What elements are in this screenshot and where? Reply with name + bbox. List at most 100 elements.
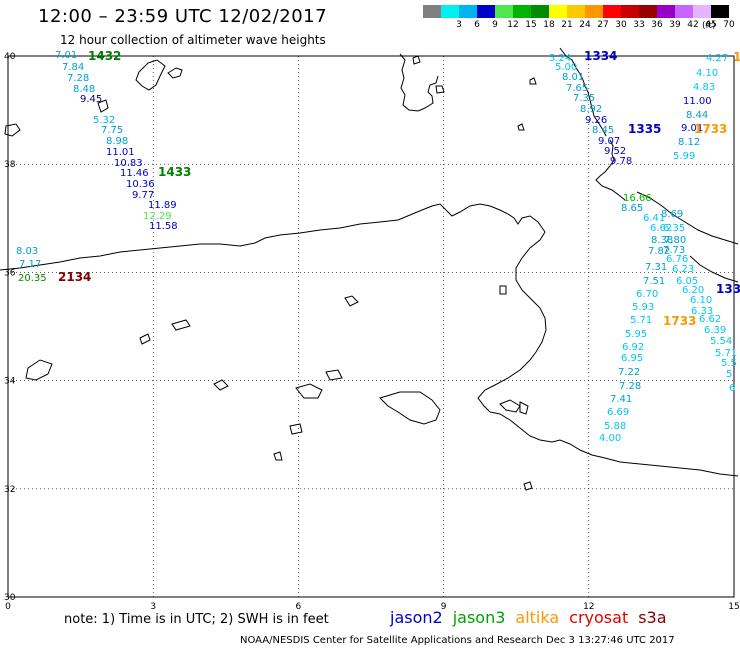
y-tick-label: 34 bbox=[4, 377, 16, 387]
wave-height-value: 7.73 bbox=[663, 245, 685, 256]
legend-swatch bbox=[639, 5, 657, 18]
satellite-name: altika bbox=[515, 608, 560, 627]
island-small-1 bbox=[529, 77, 537, 85]
wave-height-value: 6 bbox=[729, 383, 735, 394]
legend-labels: 3 6 9 12 15 18 21 24 27 30 33 36 39 42 45 70 bbox=[423, 18, 735, 32]
wave-height-value: 7.17 bbox=[19, 259, 41, 270]
wave-height-value: 6.69 bbox=[607, 407, 629, 418]
wave-height-value: 9.52 bbox=[604, 146, 626, 157]
coastline-sicily-east bbox=[595, 139, 626, 201]
wave-height-value: 9.77 bbox=[132, 190, 154, 201]
wave-height-value: 9.01 bbox=[681, 123, 703, 134]
wave-height-value: 9.26 bbox=[585, 115, 607, 126]
wave-height-value: 6.35 bbox=[663, 223, 685, 234]
y-tick-label: 30 bbox=[4, 593, 16, 603]
wave-height-value: 7.35 bbox=[573, 93, 595, 104]
island-small-5 bbox=[25, 359, 53, 381]
island-small-7 bbox=[325, 369, 343, 381]
map-frame bbox=[7, 55, 735, 598]
island-small-10 bbox=[499, 285, 507, 295]
island-small-9 bbox=[519, 401, 529, 415]
island-small-8 bbox=[289, 423, 303, 435]
wave-height-value: 5.95 bbox=[625, 329, 647, 340]
island-small-3 bbox=[171, 319, 191, 331]
wave-height-value: 9.78 bbox=[610, 156, 632, 167]
page-subtitle: 12 hour collection of altimeter wave hei… bbox=[60, 33, 326, 47]
legend-label: 33 bbox=[633, 20, 645, 30]
satellite-legend: jason2 jason3 altika cryosat s3a bbox=[390, 608, 677, 627]
wave-height-value: 20.35 bbox=[18, 273, 47, 284]
wave-height-value: 5 bbox=[726, 369, 732, 380]
wave-height-value: 8.12 bbox=[678, 137, 700, 148]
island-small-2 bbox=[517, 123, 525, 131]
wave-height-value: 11.58 bbox=[149, 221, 178, 232]
island-sardinia-a bbox=[412, 55, 421, 65]
color-legend: 3 6 9 12 15 18 21 24 27 30 33 36 39 42 45 70 bbox=[423, 5, 735, 32]
wave-height-value: 11.89 bbox=[148, 200, 177, 211]
legend-swatch bbox=[441, 5, 459, 18]
y-tick-label: 32 bbox=[4, 485, 15, 495]
wave-height-value: 8.92 bbox=[580, 104, 602, 115]
wave-height-value: 6.41 bbox=[643, 213, 665, 224]
wave-height-value: 5.99 bbox=[673, 151, 695, 162]
wave-height-value: 5.88 bbox=[604, 421, 626, 432]
wave-height-value: 11.00 bbox=[683, 96, 712, 107]
island-minorca bbox=[167, 67, 183, 79]
island-malta bbox=[344, 295, 359, 307]
pass-time-label: 1 bbox=[733, 50, 740, 64]
legend-swatch bbox=[423, 5, 441, 18]
wave-height-value: 5.71 bbox=[715, 348, 737, 359]
legend-label: 45 bbox=[705, 20, 717, 30]
wave-height-value: 5.00 bbox=[555, 62, 577, 73]
wave-height-value: 8.03 bbox=[16, 246, 38, 257]
legend-swatch bbox=[513, 5, 531, 18]
wave-height-value: 8.98 bbox=[106, 136, 128, 147]
wave-height-value: 7.01 bbox=[55, 50, 77, 61]
coastline bbox=[0, 47, 739, 491]
wave-height-value: 7.65 bbox=[566, 83, 588, 94]
wave-height-value: 5.71 bbox=[630, 315, 652, 326]
wave-height-value: 6.62 bbox=[650, 223, 672, 234]
satellite-name: cryosat bbox=[569, 608, 629, 627]
legend-swatch bbox=[531, 5, 549, 18]
island-ibiza bbox=[97, 99, 109, 113]
legend-swatch bbox=[459, 5, 477, 18]
wave-height-value: 7.28 bbox=[67, 73, 89, 84]
wave-height-value: 6.76 bbox=[666, 254, 688, 265]
legend-label: 24 bbox=[579, 20, 591, 30]
legend-label: 39 bbox=[669, 20, 681, 30]
wave-height-value: 7.22 bbox=[618, 367, 640, 378]
wave-height-value: 7.31 bbox=[645, 262, 667, 273]
page-title: 12:00 – 23:59 UTC 12/02/2017 bbox=[38, 6, 328, 27]
legend-label: 9 bbox=[492, 20, 498, 30]
wave-height-value: 11.01 bbox=[106, 147, 135, 158]
legend-label: 18 bbox=[543, 20, 555, 30]
island-majorca bbox=[135, 59, 166, 91]
legend-swatch bbox=[621, 5, 639, 18]
wave-height-value: 9.07 bbox=[598, 136, 620, 147]
wave-height-value: 8.69 bbox=[661, 209, 683, 220]
wave-height-value: 6.92 bbox=[622, 342, 644, 353]
pass-time-label: 1733 bbox=[694, 122, 727, 136]
footer-credit: NOAA/NESDIS Center for Satellite Applica… bbox=[240, 635, 675, 646]
wave-height-value: 7.75 bbox=[101, 125, 123, 136]
island-small-6 bbox=[295, 383, 323, 399]
x-tick-label: 6 bbox=[296, 602, 302, 612]
wave-height-value: 8.01 bbox=[562, 72, 584, 83]
x-tick-label: 15 bbox=[728, 602, 739, 612]
legend-bar bbox=[423, 5, 729, 18]
wave-height-value: 10.36 bbox=[126, 179, 155, 190]
coastline-east-2 bbox=[689, 255, 739, 283]
x-tick-label: 12 bbox=[583, 602, 594, 612]
wave-height-value: 6.23 bbox=[672, 264, 694, 275]
pass-time-label: 1433 bbox=[158, 165, 191, 179]
y-tick-label: 38 bbox=[4, 160, 16, 170]
wave-height-value: 16.66 bbox=[623, 193, 652, 204]
island-djerba bbox=[379, 391, 441, 425]
wave-height-value: 8.45 bbox=[592, 125, 614, 136]
wave-height-value: 7.82 bbox=[648, 246, 670, 257]
island-small-12 bbox=[273, 451, 283, 461]
pass-time-label: 1335 bbox=[628, 122, 661, 136]
legend-swatch bbox=[477, 5, 495, 18]
